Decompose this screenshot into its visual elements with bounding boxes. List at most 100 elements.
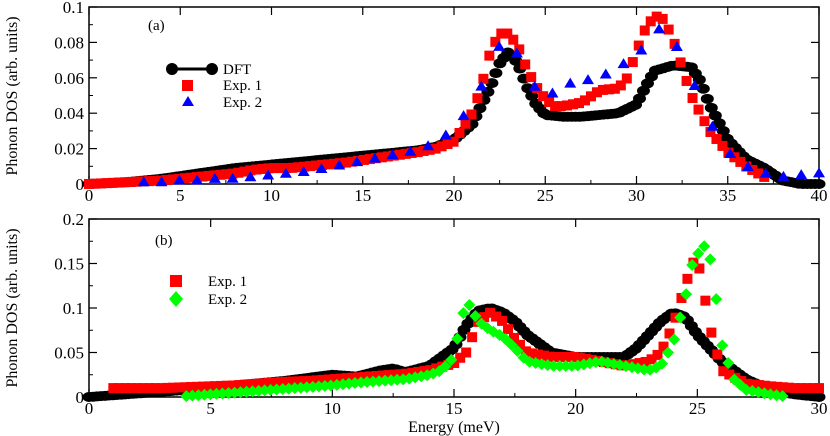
panel-b-exp-1-point <box>772 381 783 392</box>
panel-a-exp-1-point <box>597 84 608 95</box>
panel-b-exp-2-point <box>662 346 675 359</box>
panel-b-exp-2-point <box>463 298 476 311</box>
panel-a-exp-2-point <box>813 167 825 178</box>
panel-b-exp-1-point <box>389 369 400 380</box>
panel-a-exp-1-point <box>107 177 118 188</box>
panel-a-exp-1-point <box>161 175 172 186</box>
panel-b-exp-1-point <box>305 375 316 386</box>
panel-b-legend: Exp. 1 Exp. 2 <box>169 274 247 308</box>
panel-a-dft-point <box>489 68 503 79</box>
panel-a-dft-point <box>812 179 826 189</box>
panel-b-ytick-label: 0 <box>76 388 85 407</box>
panel-a-exp-1-point <box>382 151 393 162</box>
panel-b-exp-1-point <box>204 381 215 392</box>
panel-b-exp-1-point <box>251 378 262 389</box>
panel-a-exp-2-point <box>670 41 683 52</box>
panel-b-exp-2-point <box>722 357 735 370</box>
legend-a-exp2-marker <box>182 96 194 106</box>
panel-a-exp-1-point <box>239 166 250 177</box>
panel-b-exp-1-point <box>287 376 298 387</box>
panel-b-ytick-label: 0.2 <box>63 210 84 229</box>
panel-a-exp-1-point <box>442 139 453 150</box>
panel-a-exp-1-point <box>651 11 662 22</box>
panel-b-exp-1-point <box>550 351 561 362</box>
panel-a-exp-2-point <box>795 169 808 180</box>
panel-a-dft-point <box>708 110 722 121</box>
panel-a-exp-1-point <box>460 118 471 129</box>
panel-a-series <box>82 11 826 189</box>
panel-b-exp-2-point <box>680 288 693 301</box>
panel-a-ticks: 0 5 10 15 20 25 30 35 40 0 0.02 0.04 0.06 0.08 0.1 <box>54 0 827 205</box>
panel-b-exp-1-point <box>227 380 238 391</box>
panel-a-exp-1-point <box>329 158 340 169</box>
panel-b-exp-1-point <box>317 374 328 385</box>
panel-b-exp-1-point <box>413 366 424 377</box>
panel-b-exp-1-point <box>263 377 274 388</box>
panel-b-exp-1-point <box>365 371 376 382</box>
panel-b-exp-1-point <box>640 356 651 367</box>
panel-a-exp-1-point <box>340 157 351 168</box>
panel-a-exp-1-point <box>95 178 106 189</box>
panel-a-exp-1-point <box>633 40 644 51</box>
panel-a-exp-1-point <box>143 176 154 187</box>
panel-b-series-exp-2 <box>180 240 789 403</box>
panel-a-exp-1-point <box>113 177 124 188</box>
panel-b-exp-2-point <box>710 293 723 306</box>
panel-b-exp-1-point <box>395 369 406 380</box>
panel-b-exp-1-point <box>634 358 645 369</box>
panel-a-exp-2-point <box>439 129 452 140</box>
panel-a-exp-1-point <box>693 104 704 115</box>
panel-b-exp-1-point <box>239 379 250 390</box>
legend-b-exp1-label: Exp. 1 <box>208 274 247 290</box>
panel-a-exp-1-point <box>305 161 316 172</box>
panel-a-exp-1-point <box>358 154 369 165</box>
panel-b-exp-2-point <box>776 390 789 403</box>
panel-a-exp-1-point <box>251 164 262 175</box>
panel-a-exp-1-point <box>538 91 549 102</box>
panel-b-xtick-label: 30 <box>811 399 828 418</box>
panel-a-ytick-label: 0.08 <box>54 33 84 52</box>
panel-a-ytick-label: 0.02 <box>54 140 84 159</box>
panel-b-exp-1-point <box>407 367 418 378</box>
panel-b-exp-1-point <box>724 369 735 380</box>
panel-a-exp-2-point <box>653 23 666 34</box>
panel-a-exp-2-point <box>599 68 612 79</box>
panel-a-dft-point <box>716 126 730 137</box>
panel-b-exp-1-point <box>526 348 537 359</box>
panel-b-exp-1-point <box>126 383 137 394</box>
panel-b-exp-1-point <box>186 382 197 393</box>
legend-a-dft-marker-right <box>206 63 218 75</box>
panel-b-exp-1-point <box>652 349 663 360</box>
panel-a-exp-2-point <box>368 152 381 163</box>
panel-b-exp-1-point <box>467 332 478 343</box>
legend-a-exp1-marker <box>182 80 193 91</box>
panel-a-exp-1-point <box>263 163 274 174</box>
legend-a-exp1-label: Exp. 1 <box>223 78 262 94</box>
panel-b-exp-2-point <box>547 359 560 372</box>
panel-b-exp-1-point <box>275 377 286 388</box>
panel-b-exp-2-point <box>704 253 717 266</box>
panel-a-exp-1-point <box>376 152 387 163</box>
panel-b-exp-1-point <box>485 307 496 318</box>
panel-a-exp-1-point <box>514 44 525 55</box>
panel-a-exp-1-point <box>639 25 650 36</box>
panel-b-exp-2-point <box>445 353 458 366</box>
panel-a-xtick-label: 20 <box>446 186 463 205</box>
panel-a-exp-1-point <box>556 101 567 112</box>
panel-b-exp-2-point <box>505 338 518 351</box>
panel-b-exp-1-point <box>646 354 657 365</box>
panel-a-exp-1-point <box>699 116 710 127</box>
panel-b-exp-1-point <box>718 366 729 377</box>
panel-a-exp-1-point <box>496 28 507 39</box>
panel-a-dft-point <box>509 55 523 66</box>
panel-a-exp-1-point <box>89 178 100 189</box>
panel-b-exp-1-point <box>766 381 777 392</box>
panel-b-exp-1-point <box>323 374 334 385</box>
panel-a-exp-1-point <box>585 91 596 102</box>
panel-a-exp-1-point <box>149 175 160 186</box>
panel-b-exp-1-point <box>544 351 555 362</box>
panel-b-exp-1-point <box>156 383 167 394</box>
panel-b-exp-2-point <box>674 311 687 324</box>
panel-a-dft-point <box>712 118 726 129</box>
panel-a-exp-2-point <box>404 145 417 156</box>
